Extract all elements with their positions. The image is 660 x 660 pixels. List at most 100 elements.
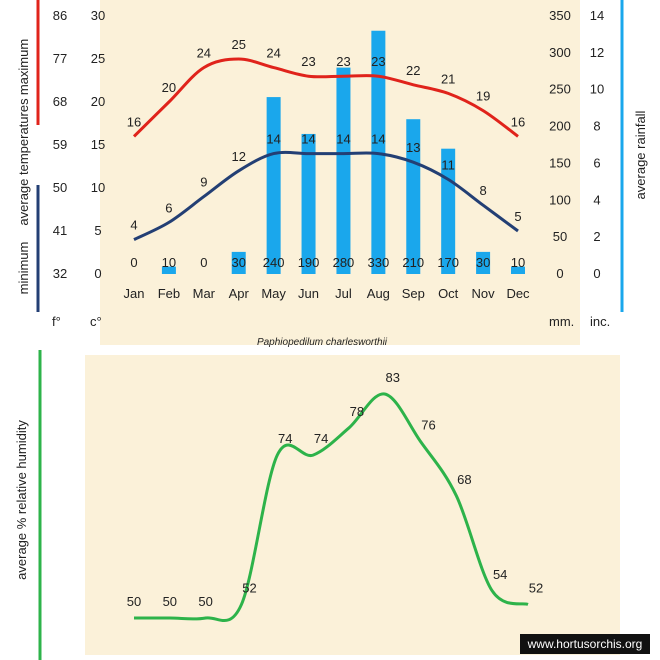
y-tick-celsius: 30 (91, 8, 105, 23)
maximum-data-label: 25 (231, 37, 245, 52)
humidity-data-label: 74 (278, 431, 292, 446)
rainfall-bar (476, 251, 491, 274)
x-tick-month: Jan (124, 286, 145, 301)
y-tick-inches: 6 (593, 155, 600, 170)
maximum-data-label: 21 (441, 71, 455, 86)
y-tick-millimetres: 250 (549, 82, 571, 97)
y-tick-fahrenheit: 68 (53, 94, 67, 109)
humidity-data-label: 76 (421, 418, 435, 433)
x-tick-month: Aug (367, 286, 390, 301)
maximum-data-label: 16 (127, 114, 141, 129)
humidity-data-label: 50 (163, 594, 177, 609)
maximum-data-label: 19 (476, 89, 490, 104)
average-temperatures-label: average temperatures (16, 98, 31, 226)
rainfall-data-label: 240 (263, 255, 285, 270)
y-tick-millimetres: 300 (549, 45, 571, 60)
minimum-label: minimum (16, 242, 31, 295)
y-tick-millimetres: 350 (549, 8, 571, 23)
chart-title: Paphiopedilum charlesworthii (257, 337, 388, 348)
maximum-data-label: 24 (266, 46, 280, 61)
minimum-data-label: 11 (441, 157, 455, 172)
y-tick-celsius: 5 (94, 223, 101, 238)
humidity-data-label: 68 (457, 472, 471, 487)
humidity-line (134, 392, 529, 623)
humidity-data-label: 74 (314, 431, 328, 446)
y-tick-millimetres: 150 (549, 155, 571, 170)
maximum-label: maximum (16, 39, 31, 95)
x-tick-month: Jul (335, 286, 352, 301)
maximum-data-label: 23 (336, 54, 350, 69)
humidity-data-label: 83 (385, 370, 399, 385)
humidity-plot-background (85, 355, 620, 655)
maximum-data-label: 16 (511, 114, 525, 129)
rainfall-bar (406, 119, 421, 274)
rainfall-data-label: 330 (368, 255, 390, 270)
y-tick-inches: 14 (590, 8, 604, 23)
rainfall-data-label: 170 (437, 255, 459, 270)
y-tick-inches: 8 (593, 119, 600, 134)
rainfall-bar (336, 67, 351, 274)
rainfall-data-label: 280 (333, 255, 355, 270)
minimum-data-label: 14 (371, 132, 385, 147)
y-tick-inches: 0 (593, 266, 600, 281)
unit-fahrenheit: f° (52, 314, 61, 329)
y-tick-fahrenheit: 86 (53, 8, 67, 23)
x-tick-month: Nov (472, 286, 496, 301)
humidity-data-label: 78 (350, 404, 364, 419)
minimum-data-label: 12 (231, 149, 245, 164)
average-rainfall-label: average rainfall (633, 110, 648, 199)
x-tick-month: May (261, 286, 286, 301)
y-tick-inches: 4 (593, 192, 600, 207)
minimum-data-label: 13 (406, 140, 420, 155)
y-tick-millimetres: 100 (549, 192, 571, 207)
y-tick-inches: 12 (590, 45, 604, 60)
y-tick-millimetres: 0 (556, 266, 563, 281)
temperature-rainfall-chart: 3241505968778605101520253005010015020025… (36, 0, 624, 312)
x-tick-month: Dec (506, 286, 530, 301)
rainfall-bar (161, 266, 176, 274)
maximum-temperature-line (132, 57, 519, 138)
x-tick-month: Jun (298, 286, 319, 301)
maximum-data-label: 23 (371, 54, 385, 69)
rainfall-data-label: 0 (130, 255, 137, 270)
rainfall-data-label: 10 (511, 255, 525, 270)
watermark-background (520, 634, 650, 654)
rainfall-bar (301, 133, 316, 274)
rainfall-data-label: 10 (162, 255, 176, 270)
minimum-data-label: 6 (165, 200, 172, 215)
unit-celsius: c° (90, 314, 102, 329)
maximum-data-label: 24 (197, 46, 211, 61)
minimum-data-label: 8 (479, 183, 486, 198)
x-tick-month: Sep (402, 286, 425, 301)
rainfall-bar (231, 251, 246, 274)
y-tick-celsius: 10 (91, 180, 105, 195)
y-tick-millimetres: 200 (549, 119, 571, 134)
rainfall-data-label: 190 (298, 255, 320, 270)
x-tick-month: Mar (193, 286, 216, 301)
maximum-data-label: 20 (162, 80, 176, 95)
minimum-data-label: 14 (301, 132, 315, 147)
humidity-data-label: 50 (198, 594, 212, 609)
y-tick-celsius: 25 (91, 51, 105, 66)
minimum-data-label: 14 (266, 132, 280, 147)
humidity-data-label: 54 (493, 567, 507, 582)
x-tick-month: Feb (158, 286, 180, 301)
y-tick-fahrenheit: 50 (53, 180, 67, 195)
humidity-data-label: 52 (529, 580, 543, 595)
y-tick-millimetres: 50 (553, 229, 567, 244)
y-tick-fahrenheit: 32 (53, 266, 67, 281)
x-tick-month: Oct (438, 286, 459, 301)
watermark: www.hortusorchis.org (527, 637, 643, 651)
rainfall-bar (266, 97, 281, 274)
rainfall-data-label: 30 (476, 255, 490, 270)
rainfall-data-label: 0 (200, 255, 207, 270)
humidity-chart: 50 50 50 52 74 74 78 83 76 68 54 52 (38, 350, 543, 660)
maximum-data-label: 23 (301, 54, 315, 69)
unit-millimetres: mm. (549, 314, 574, 329)
minimum-data-label: 5 (514, 209, 521, 224)
minimum-data-label: 14 (336, 132, 350, 147)
y-tick-celsius: 20 (91, 94, 105, 109)
unit-inches: inc. (590, 314, 610, 329)
y-tick-inches: 10 (590, 82, 604, 97)
